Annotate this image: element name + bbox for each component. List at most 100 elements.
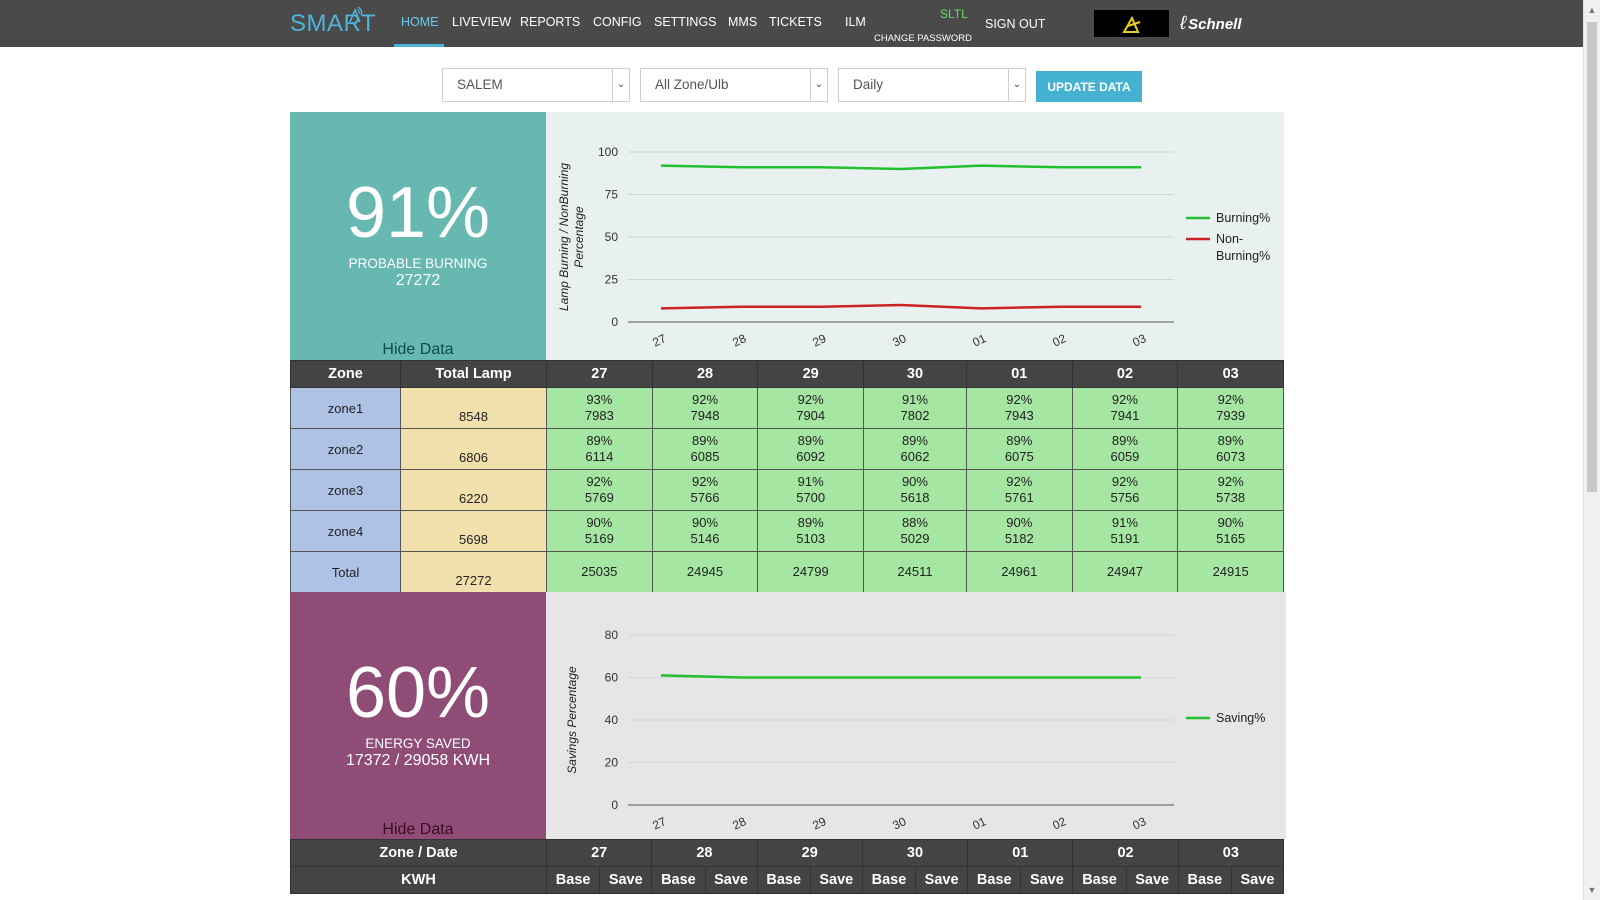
partner-emblem-logo [1094,10,1169,37]
day-count: 6059 [1110,449,1140,464]
series-line [660,303,1141,310]
x-tick-label: 02 [1050,331,1068,349]
scroll-thumb[interactable] [1587,22,1597,492]
day-value-cell: 93% 7983 [546,387,653,429]
date-header: 28 [651,839,758,867]
nav-settings[interactable]: SETTINGS [654,15,717,29]
day-percent: 91% [797,474,824,489]
city-select[interactable]: SALEM ⌄ [442,68,630,102]
day-count: 6062 [900,449,930,464]
table-row: zone4 5698 90% 5169 90% 5146 89% 5103 88% 5029 90%… [290,510,1284,552]
day-value-cell: 92% 5761 [965,469,1073,511]
day-value-cell: 90% 5169 [546,510,653,552]
sign-out-link[interactable]: SIGN OUT [985,17,1046,31]
day-value-cell: 24961 [965,551,1073,593]
day-value-cell: 89% 6059 [1071,428,1179,470]
total-lamp-cell: 27272 [400,551,547,593]
save-header: Save [704,866,758,894]
col-header: 01 [965,360,1073,388]
day-value-cell: 92% 5756 [1071,469,1179,511]
hide-data-link[interactable]: Hide Data [382,341,454,358]
zone-select[interactable]: All Zone/Ulb ⌄ [640,68,828,102]
schnell-logo: ℓ Schnell [1180,13,1242,34]
day-percent: 89% [797,433,824,448]
base-header: Base [545,866,601,894]
x-tick-label: 30 [890,814,908,832]
day-value-cell: 89% 6075 [965,428,1073,470]
date-header: 27 [545,839,653,867]
day-count: 7904 [796,408,826,423]
y-tick-label: 100 [598,145,618,159]
smart-logo[interactable]: SMART [290,6,376,38]
nav-config[interactable]: CONFIG [593,15,642,29]
day-percent: 92% [691,392,719,407]
nav-ilm[interactable]: ILM [845,15,866,29]
save-header: Save [599,866,653,894]
day-percent: 92% [1217,392,1244,407]
scroll-down-icon[interactable]: ▼ [1587,885,1597,895]
zone-date-header: Zone / Date [290,839,547,867]
chevron-down-icon: ⌄ [612,69,629,101]
base-header: Base [967,866,1022,894]
base-header: Base [861,866,917,894]
chevron-down-icon: ⌄ [1008,69,1025,101]
period-select[interactable]: Daily ⌄ [838,68,1026,102]
day-value-cell: 92% 7939 [1177,387,1284,429]
page-scrollbar[interactable]: ▲ ▼ [1583,0,1600,900]
x-tick-label: 28 [730,814,748,832]
update-data-button[interactable]: UPDATE DATA [1036,71,1142,102]
day-percent: 89% [901,433,928,448]
y-tick-label: 0 [611,315,618,329]
day-percent: 89% [586,433,613,448]
date-header: 30 [861,839,969,867]
day-value-cell: 90% 5618 [863,469,967,511]
series-line [660,674,1141,679]
y-tick-label: 50 [605,230,619,244]
base-header: Base [651,866,706,894]
y-tick-label: 25 [605,273,619,287]
energy-percent: 60% [345,653,491,733]
energy-kwh: 17372 / 29058 KWH [345,752,491,769]
nav-home[interactable]: HOME [401,15,439,29]
x-tick-label: 02 [1050,814,1068,832]
scroll-up-icon[interactable]: ▲ [1587,5,1597,15]
day-value-cell: 92% 5766 [651,469,759,511]
day-count: 7983 [584,408,614,423]
y-axis-label: Lamp Burning / NonBurningPercentage [557,163,586,311]
day-percent: 89% [1111,433,1138,448]
nav-liveview[interactable]: LIVEVIEW [452,15,512,29]
nav-reports[interactable]: REPORTS [520,15,581,29]
day-count: 5182 [1004,531,1034,546]
nav-tickets[interactable]: TICKETS [769,15,822,29]
day-value-cell: 90% 5182 [965,510,1073,552]
day-percent: 90% [1006,515,1033,530]
day-count: 7939 [1216,408,1246,423]
total-lamp-cell: 8548 [400,387,547,429]
save-header: Save [809,866,863,894]
day-count: 6085 [690,449,720,464]
day-percent: 89% [691,433,719,448]
table-row: Total 27272 25035 24945 24799 24511 24961 24947… [290,551,1284,593]
hide-data-link[interactable]: Hide Data [382,821,454,838]
top-nav-bar: SMART HOME LIVEVIEW REPORTS CONFIG SETTI… [0,0,1583,47]
day-count: 5103 [796,531,826,546]
day-value-cell: 89% 6085 [651,428,759,470]
day-count: 5761 [1004,490,1034,505]
day-count: 7943 [1004,408,1034,423]
zone-name-cell: zone1 [290,387,401,429]
day-percent: 90% [901,474,928,489]
legend-label: Saving% [1216,711,1265,725]
legend-label: Burning% [1216,211,1270,225]
day-count: 5738 [1216,490,1246,505]
day-value-cell: 91% 5191 [1071,510,1179,552]
nav-mms[interactable]: MMS [728,15,758,29]
day-percent: 92% [1217,474,1244,489]
day-value-cell: 89% 6114 [546,428,653,470]
day-percent: 89% [1006,433,1033,448]
col-header: 03 [1177,360,1284,388]
day-count: 24945 [686,564,724,579]
change-password-link[interactable]: CHANGE PASSWORD [874,33,973,44]
burning-count: 27272 [395,272,441,289]
total-lamp-cell: 6806 [400,428,547,470]
date-header: 03 [1177,839,1285,867]
